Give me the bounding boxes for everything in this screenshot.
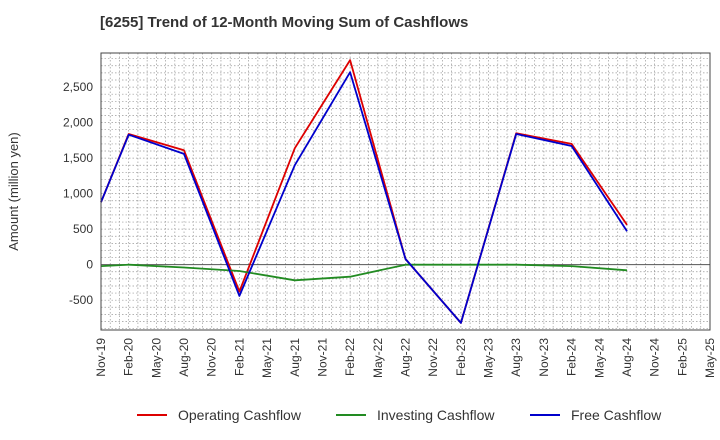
x-tick-label: Nov-21 — [315, 338, 329, 377]
y-tick-label: 0 — [86, 258, 93, 272]
y-axis-ticks: -500 0 500 1,000 1,500 2,000 2,500 — [63, 80, 93, 307]
y-tick-label: 2,500 — [63, 80, 93, 94]
x-tick-label: Nov-24 — [648, 338, 662, 377]
x-tick-label: Feb-20 — [122, 338, 136, 376]
x-tick-label: Aug-23 — [509, 338, 523, 377]
y-tick-label: 2,000 — [63, 116, 93, 130]
x-tick-label: Feb-24 — [565, 338, 579, 376]
grid — [100, 53, 710, 330]
x-tick-label: Feb-21 — [232, 338, 246, 376]
y-axis-label: Amount (million yen) — [6, 132, 21, 251]
free-cashflow-legend-label: Free Cashflow — [571, 407, 662, 423]
plot-frame — [100, 52, 711, 331]
x-tick-label: Nov-19 — [94, 338, 108, 377]
chart-title: [6255] Trend of 12-Month Moving Sum of C… — [100, 14, 469, 31]
x-tick-label: Feb-25 — [675, 338, 689, 376]
y-tick-label: 1,500 — [63, 151, 93, 165]
x-tick-label: Nov-20 — [205, 338, 219, 377]
y-tick-label: 500 — [73, 222, 93, 236]
legend: Operating Cashflow Investing Cashflow Free… — [137, 407, 662, 423]
free-cashflow-line — [100, 71, 628, 324]
x-tick-label: Nov-22 — [426, 338, 440, 377]
x-tick-label: May-21 — [260, 338, 274, 378]
series-lines — [100, 59, 628, 324]
x-tick-label: May-25 — [703, 338, 717, 378]
x-tick-label: Aug-20 — [177, 338, 191, 377]
x-tick-label: Nov-23 — [537, 338, 551, 377]
investing-cashflow-legend-label: Investing Cashflow — [377, 407, 495, 423]
y-tick-label: -500 — [69, 293, 93, 307]
operating-cashflow-legend-label: Operating Cashflow — [178, 407, 302, 423]
x-tick-label: May-20 — [149, 338, 163, 378]
x-tick-label: Aug-22 — [399, 338, 413, 377]
investing-cashflow-line — [100, 263, 628, 282]
x-tick-label: May-23 — [482, 338, 496, 378]
x-tick-label: Aug-21 — [288, 338, 302, 377]
x-tick-label: May-22 — [371, 338, 385, 378]
x-tick-label: Aug-24 — [620, 338, 634, 377]
y-tick-label: 1,000 — [63, 187, 93, 201]
x-tick-label: May-24 — [592, 338, 606, 378]
x-axis-ticks: Nov-19 Feb-20 May-20 Aug-20 Nov-20 Feb-21 May-… — [94, 338, 717, 378]
x-tick-label: Feb-23 — [454, 338, 468, 376]
operating-cashflow-line — [100, 59, 628, 324]
x-tick-label: Feb-22 — [343, 338, 357, 376]
